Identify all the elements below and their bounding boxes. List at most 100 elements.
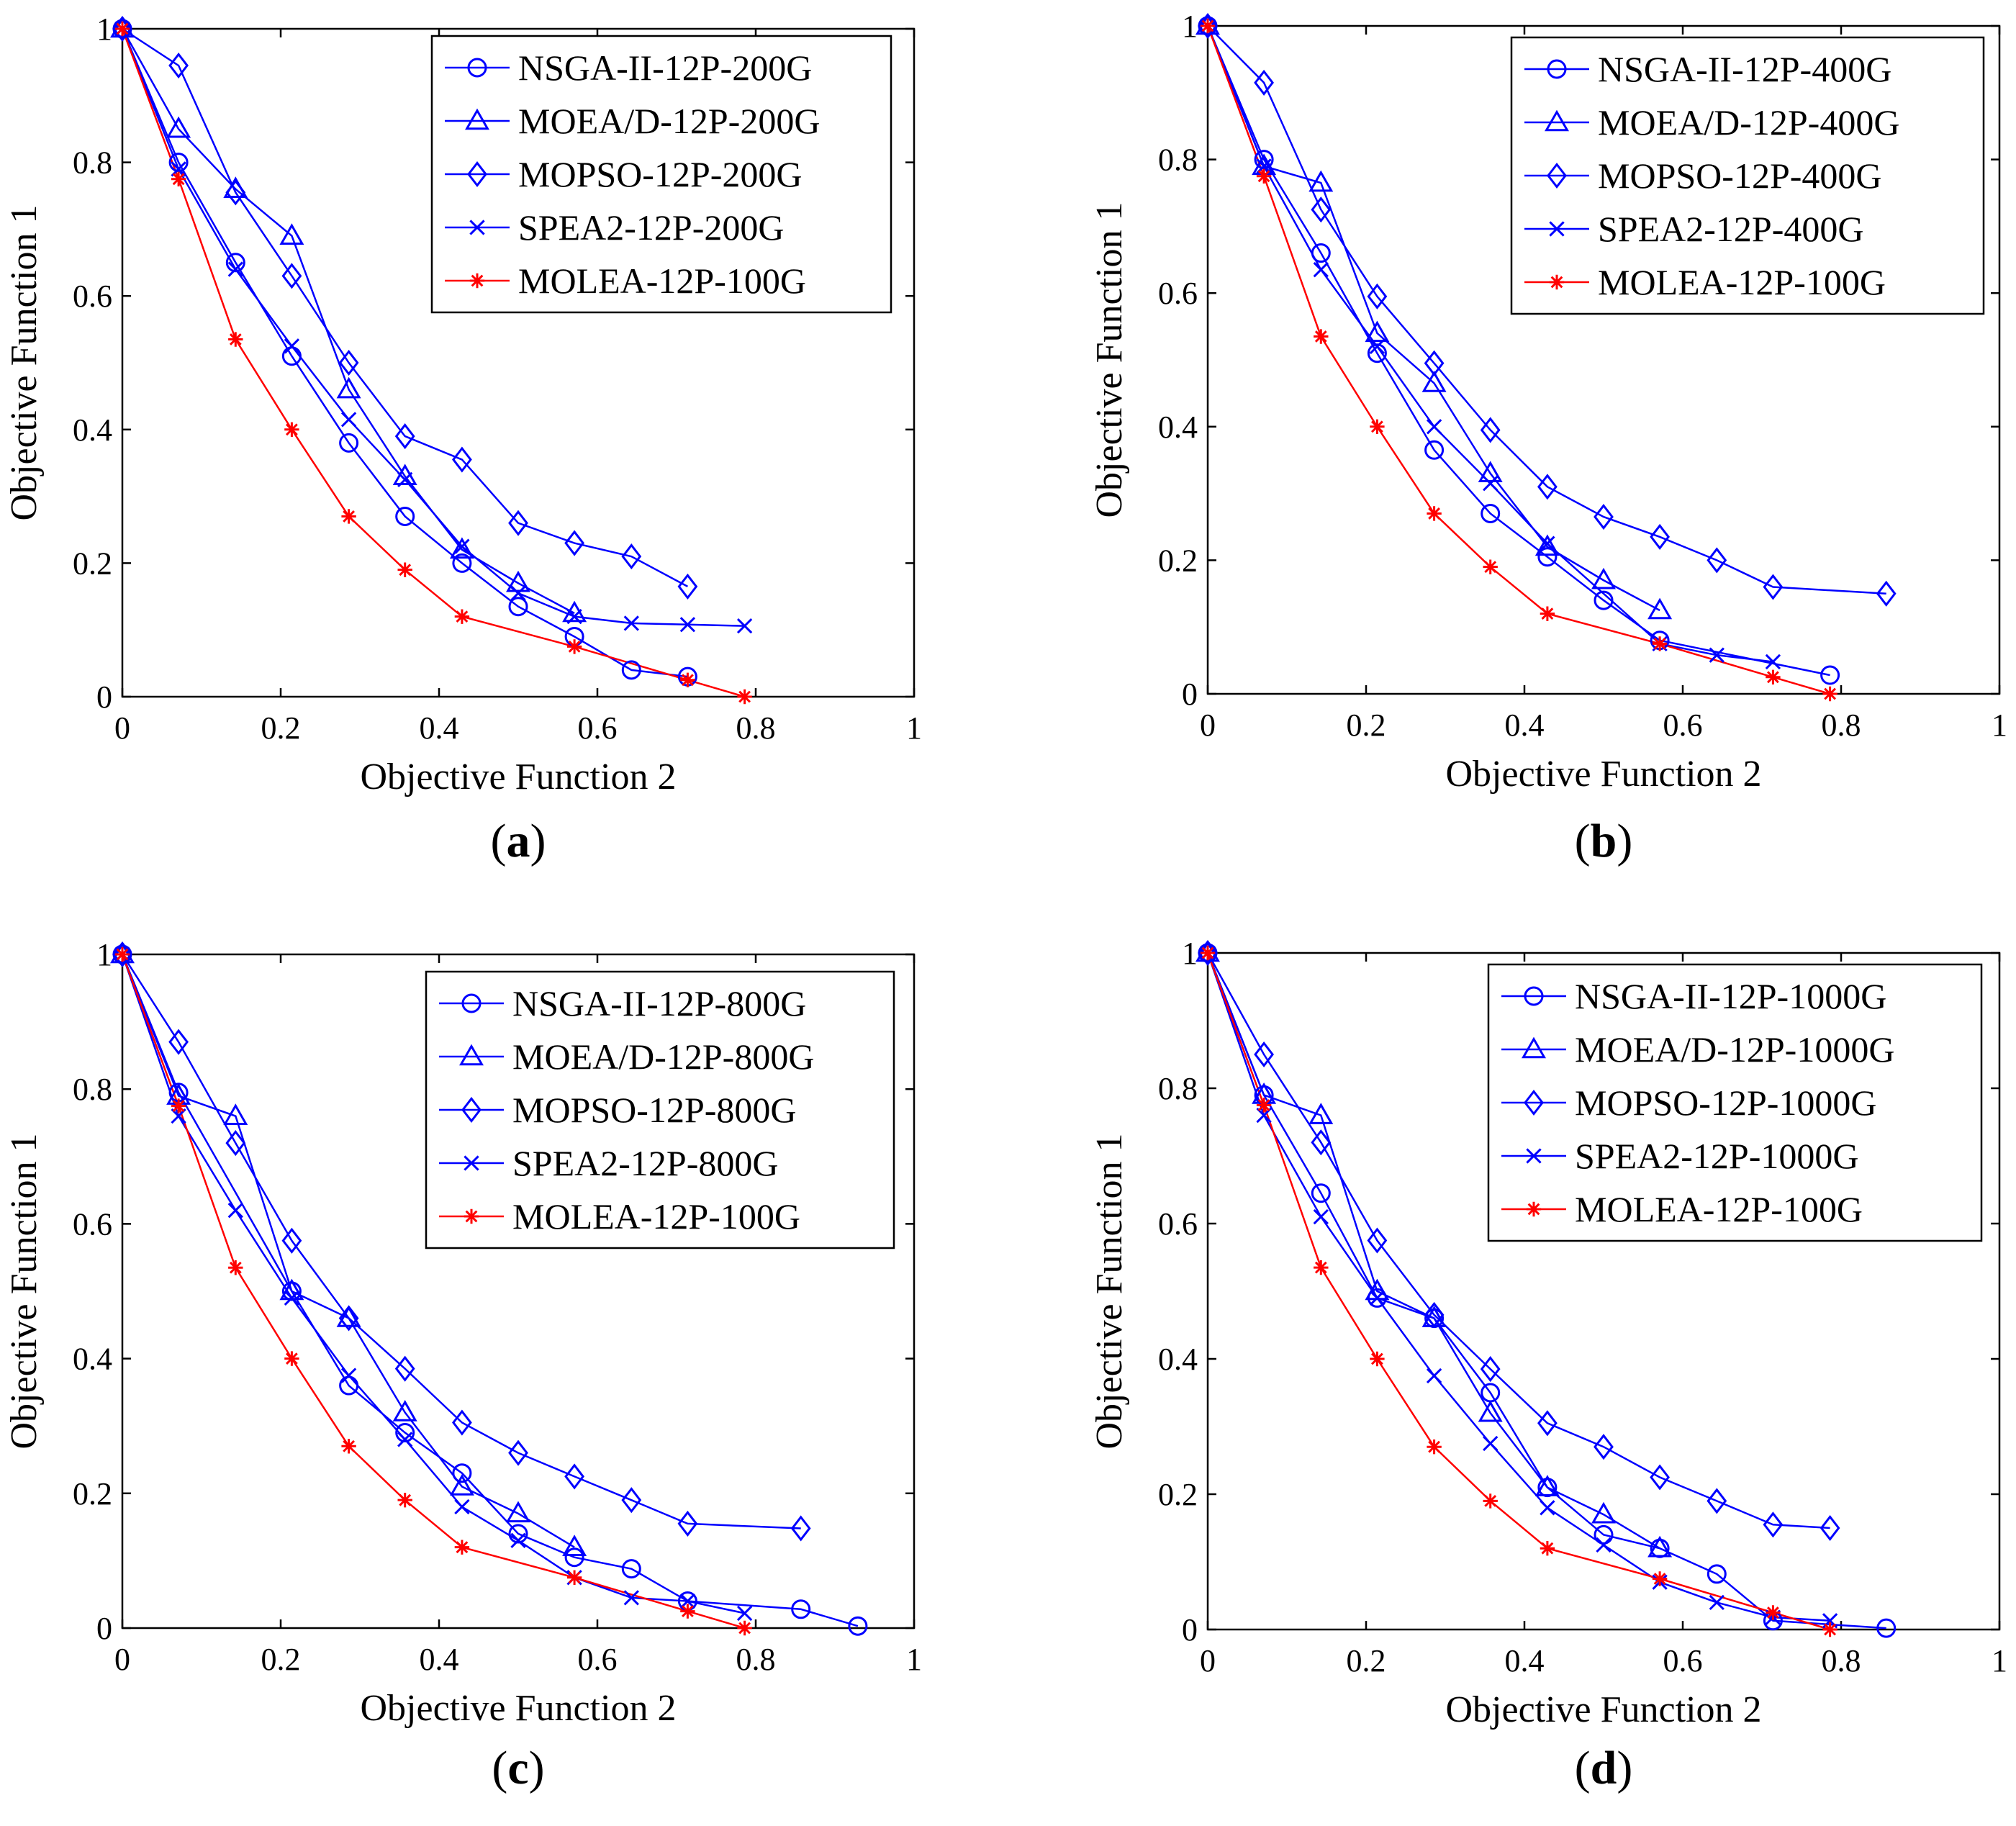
series-4-markers: [114, 946, 752, 1636]
y-axis-label: Objective Function 1: [1089, 1133, 1130, 1449]
x-tick-label: 0: [114, 1642, 130, 1677]
data-point: [1313, 1208, 1329, 1225]
legend-label: MOPSO-12P-1000G: [1575, 1083, 1877, 1123]
data-point: [506, 1501, 530, 1523]
series-3: [1206, 25, 1773, 663]
series-4-markers: [1200, 18, 1838, 702]
y-tick-label: 0.4: [1158, 410, 1198, 445]
legend-label: NSGA-II-12P-1000G: [1575, 976, 1886, 1016]
data-point: [1424, 1301, 1445, 1328]
data-point: [508, 510, 528, 536]
y-tick-label: 0.2: [73, 546, 112, 581]
y-axis-label: Objective Function 1: [4, 204, 45, 520]
x-tick-label: 0: [1200, 708, 1216, 743]
series-line: [1206, 952, 1830, 1529]
data-point: [791, 1599, 811, 1619]
data-point: [340, 1368, 357, 1383]
legend-marker: [1522, 1036, 1546, 1059]
y-tick-label: 0.2: [73, 1476, 112, 1511]
data-point: [171, 1098, 186, 1113]
legend-item: MOPSO-12P-200G: [445, 154, 803, 194]
data-point: [1427, 1439, 1442, 1455]
data-point: [1195, 13, 1220, 35]
data-point: [449, 537, 474, 559]
y-tick-label: 0.6: [1158, 1206, 1198, 1242]
legend-item: SPEA2-12P-800G: [439, 1143, 778, 1183]
legend: NSGA-II-12P-800G MOEA/D-12P-800G MOPSO-12P…: [425, 970, 895, 1249]
series-3: [121, 954, 745, 1614]
y-axis-label: Objective Function 1: [1089, 202, 1130, 517]
data-point: [1534, 1475, 1560, 1496]
data-point: [623, 1590, 639, 1606]
data-point: [284, 338, 300, 354]
y-tick-label: 0.8: [1158, 143, 1198, 178]
y-tick-label: 0.4: [73, 1342, 112, 1377]
series-4-markers: [114, 21, 752, 705]
data-point: [168, 153, 189, 173]
data-point: [1766, 669, 1781, 684]
data-point: [454, 1499, 470, 1515]
data-point: [284, 1290, 300, 1306]
series-2-markers: [112, 941, 811, 1542]
data-point: [1483, 1435, 1499, 1452]
legend-marker: [461, 1096, 482, 1124]
data-point: [621, 1559, 641, 1579]
panel-caption: (a): [491, 815, 546, 867]
legend-box: [1510, 36, 1985, 315]
legend-marker: [1547, 59, 1567, 79]
series-line: [1206, 25, 1830, 695]
legend-label: MOEA/D-12P-800G: [512, 1036, 814, 1077]
data-point: [397, 1432, 413, 1447]
series-1: [1206, 25, 1660, 612]
data-point: [1426, 1368, 1442, 1384]
data-point: [392, 1400, 417, 1422]
data-point: [394, 1355, 415, 1382]
data-point: [1540, 535, 1555, 551]
data-point: [341, 509, 356, 524]
y-tick-label: 0: [96, 1611, 112, 1646]
series-line: [1206, 25, 1660, 612]
legend-label: NSGA-II-12P-800G: [512, 983, 806, 1023]
series-line: [1206, 25, 1830, 677]
data-point: [1709, 647, 1725, 663]
data-point: [562, 1535, 587, 1556]
series-line: [1206, 952, 1660, 1550]
legend-label: MOLEA-12P-100G: [518, 261, 806, 301]
x-tick-label: 0.6: [578, 710, 618, 746]
data-point: [1369, 338, 1386, 355]
data-point: [452, 1463, 472, 1483]
data-point: [1707, 1488, 1727, 1514]
data-point: [1424, 350, 1445, 376]
series-0: [121, 954, 859, 1627]
x-tick-label: 0.6: [1663, 708, 1703, 743]
y-tick-label: 1: [1182, 936, 1198, 971]
data-point: [1198, 939, 1218, 967]
legend-item: NSGA-II-12P-400G: [1524, 49, 1891, 89]
data-point: [1876, 580, 1897, 607]
y-tick-label: 0.2: [1158, 1477, 1198, 1512]
data-point: [1367, 1227, 1388, 1254]
data-point: [1314, 1260, 1329, 1275]
data-point: [1370, 1351, 1385, 1367]
x-axis-label: Objective Function 2: [1445, 1689, 1761, 1730]
legend-item: MOEA/D-12P-200G: [445, 101, 820, 141]
chart-panel-a: 0 0.2 0.4 0.6 0.8 1 0 0.2 0.4 0.6 0.8 1 Objective Fu…: [4, 12, 922, 867]
data-point: [564, 530, 584, 556]
data-point: [736, 618, 753, 634]
chart-panel-d: 0 0.2 0.4 0.6 0.8 1 0 0.2 0.4 0.6 0.8 1 Objective Fu…: [1089, 936, 2007, 1794]
y-axis-label: Objective Function 1: [4, 1133, 45, 1449]
legend-item: MOEA/D-12P-1000G: [1501, 1029, 1894, 1070]
data-point: [1822, 1622, 1838, 1637]
data-point: [1820, 665, 1840, 685]
y-tick-label: 1: [96, 937, 112, 972]
data-point: [1480, 1356, 1501, 1383]
data-point: [166, 116, 191, 138]
data-point: [338, 1305, 359, 1332]
data-point: [1427, 506, 1442, 521]
data-point: [1313, 262, 1329, 278]
series-2-markers: [1198, 12, 1897, 607]
data-point: [1311, 196, 1332, 223]
data-point: [848, 1616, 868, 1636]
series-2: [1206, 952, 1830, 1529]
